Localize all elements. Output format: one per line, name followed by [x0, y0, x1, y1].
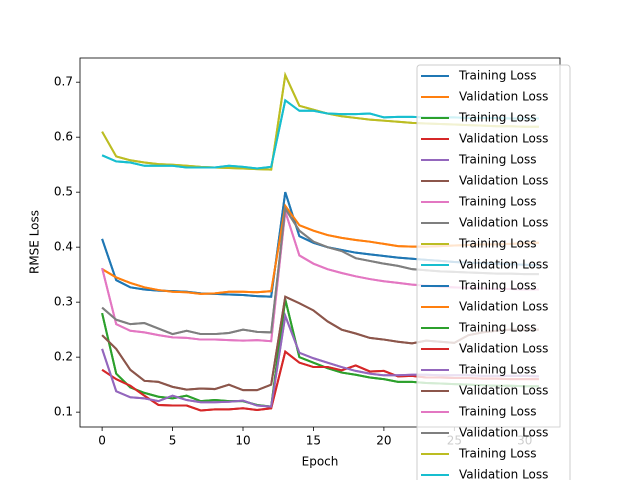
legend-label: Training Loss — [458, 153, 536, 167]
x-tick-label: 10 — [235, 434, 250, 448]
legend-label: Validation Loss — [459, 468, 548, 480]
legend-box — [416, 64, 571, 480]
x-tick-label: 0 — [98, 434, 106, 448]
y-axis-label: RMSE Loss — [28, 210, 42, 274]
legend-label: Training Loss — [458, 447, 536, 461]
y-tick-label: 0.6 — [54, 130, 73, 144]
y-tick-label: 0.5 — [54, 185, 73, 199]
legend-label: Training Loss — [458, 279, 536, 293]
legend-label: Training Loss — [458, 69, 536, 83]
x-tick-label: 5 — [169, 434, 177, 448]
legend-label: Validation Loss — [459, 342, 548, 356]
legend-label: Validation Loss — [459, 300, 548, 314]
y-tick-label: 0.2 — [54, 350, 73, 364]
y-tick-label: 0.7 — [54, 75, 73, 89]
legend-label: Training Loss — [458, 405, 536, 419]
legend-label: Validation Loss — [459, 216, 548, 230]
legend-label: Validation Loss — [459, 132, 548, 146]
legend-label: Validation Loss — [459, 174, 548, 188]
y-tick-label: 0.3 — [54, 295, 73, 309]
legend-label: Validation Loss — [459, 384, 548, 398]
x-tick-label: 15 — [306, 434, 321, 448]
legend: Training Loss Validation Loss Training Los… — [416, 64, 571, 480]
legend-label: Validation Loss — [459, 258, 548, 272]
legend-label: Training Loss — [458, 321, 536, 335]
legend-label: Validation Loss — [459, 426, 548, 440]
legend-label: Training Loss — [458, 111, 536, 125]
y-tick-label: 0.4 — [54, 240, 73, 254]
legend-label: Training Loss — [458, 195, 536, 209]
legend-label: Training Loss — [458, 237, 536, 251]
legend-label: Training Loss — [458, 363, 536, 377]
y-tick-label: 0.1 — [54, 405, 73, 419]
legend-label: Validation Loss — [459, 90, 548, 104]
x-tick-label: 20 — [376, 434, 391, 448]
x-axis-label: Epoch — [302, 455, 339, 469]
